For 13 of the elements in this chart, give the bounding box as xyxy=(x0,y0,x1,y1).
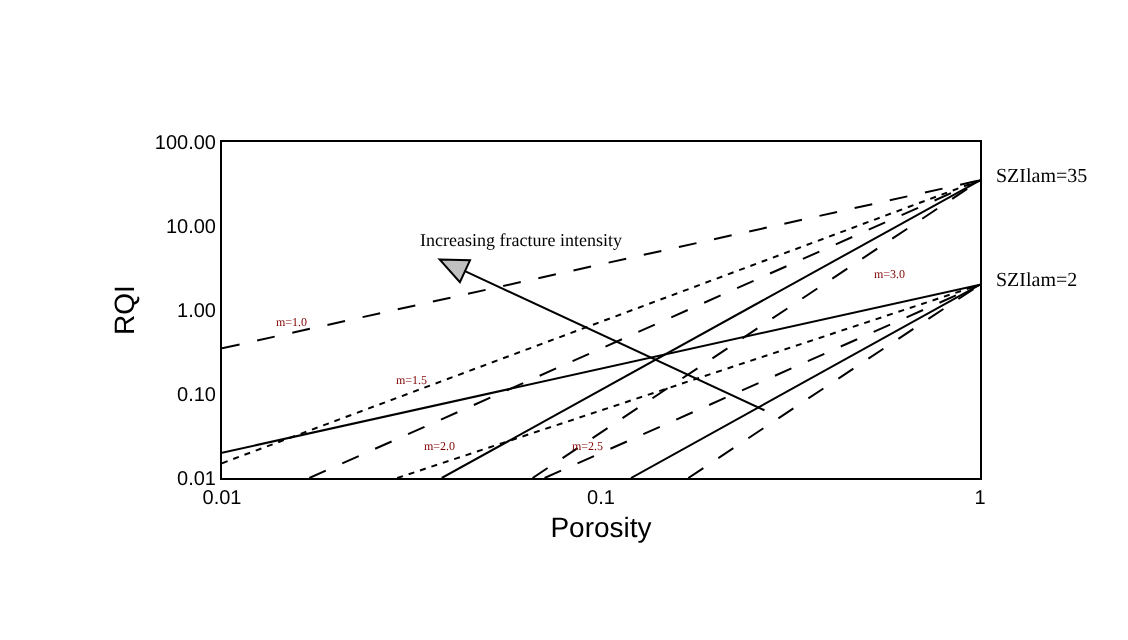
y-tick-label: 0.01 xyxy=(177,469,217,491)
y-tick-label: 0.10 xyxy=(177,385,217,407)
annotation: SZIlam=2 xyxy=(996,270,1078,292)
y-tick-label: 100.00 xyxy=(154,133,217,155)
y-tick-label: 10.00 xyxy=(165,217,217,239)
x-tick-label: 0.1 xyxy=(587,488,616,510)
y-tick-label: 1.00 xyxy=(177,301,217,323)
y-axis-title: RQI xyxy=(108,285,141,335)
annotation: Increasing fracture intensity xyxy=(420,230,623,250)
x-axis-title: Porosity xyxy=(550,510,652,543)
annotation: SZIlam=35 xyxy=(996,166,1088,188)
x-tick-label: 1 xyxy=(974,488,987,510)
x-tick-label: 0.01 xyxy=(202,488,243,510)
